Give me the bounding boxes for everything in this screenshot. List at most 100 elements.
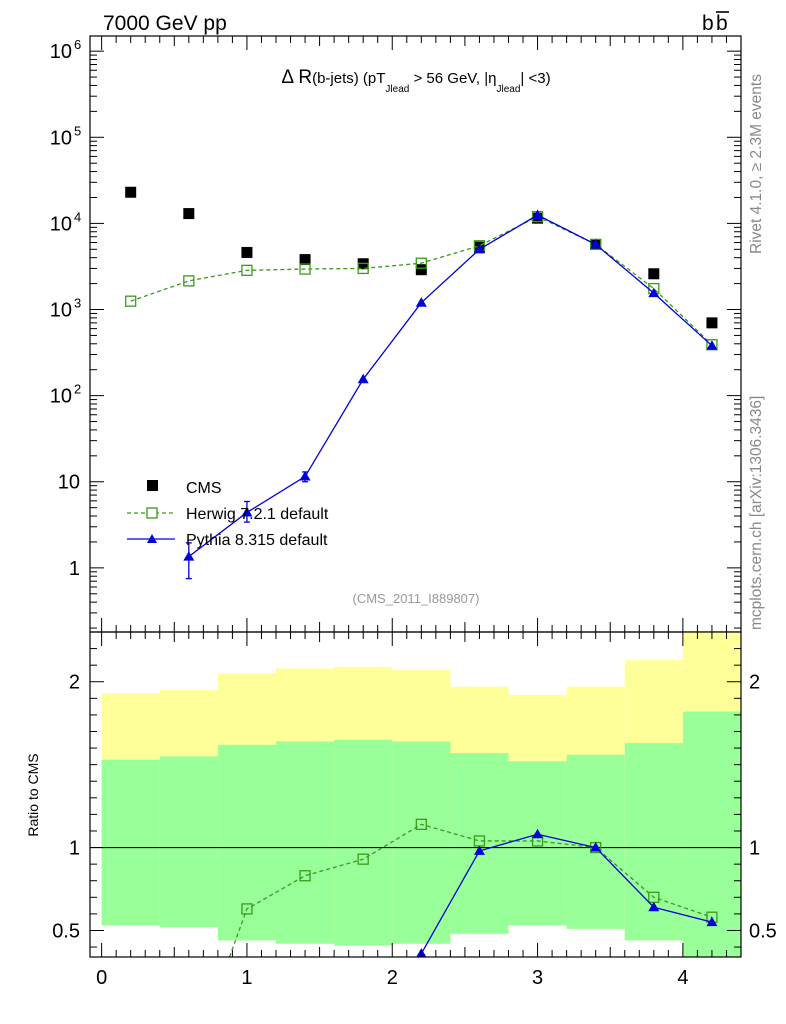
x-tick-label: 2 bbox=[387, 967, 398, 989]
cms-point bbox=[183, 208, 195, 220]
ratio-band-green bbox=[217, 744, 276, 941]
y-tick-label: 10 bbox=[50, 300, 72, 322]
legend-label-cms: CMS bbox=[186, 480, 222, 497]
pythia-point bbox=[241, 506, 253, 517]
analysis-id: (CMS_2011_I889807) bbox=[353, 591, 480, 606]
y-tick-label: 1 bbox=[69, 558, 80, 580]
mcplots-label: mcplots.cern.ch [arXiv:1306.3436] bbox=[748, 396, 765, 630]
herwig-point bbox=[415, 257, 427, 269]
title-sub-jlead-1: Jlead bbox=[385, 84, 409, 95]
herwig-ratio-point bbox=[241, 903, 253, 915]
pythia-ratio-point bbox=[532, 828, 544, 839]
ratio-band-green bbox=[276, 741, 335, 944]
ratio-y-tick-label-right: 0.5 bbox=[749, 920, 777, 942]
title-delta-r: Δ R bbox=[281, 67, 312, 88]
herwig-ratio-point bbox=[415, 818, 427, 830]
main-plot-content bbox=[125, 186, 718, 580]
cms-point bbox=[706, 317, 718, 329]
title-paren: (b-jets) (pT bbox=[312, 70, 385, 87]
ratio-y-tick-label-left: 2 bbox=[69, 672, 80, 694]
y-tick-label: 10 bbox=[50, 386, 72, 408]
rivet-label: Rivet 4.1.0, ≥ 2.3M events bbox=[748, 74, 765, 254]
herwig-point bbox=[125, 295, 137, 307]
ratio-band-green bbox=[682, 711, 741, 957]
x-tick-label: 4 bbox=[677, 967, 688, 989]
pythia-point bbox=[648, 287, 660, 298]
y-tick-label: 10 bbox=[58, 472, 80, 494]
cms-point bbox=[125, 186, 137, 198]
ratio-band-green bbox=[392, 741, 451, 944]
ratio-band-green bbox=[450, 753, 509, 934]
ratio-panel: 0.5 0.5 1 1 2 2 0 1 2 3 4 Ratio to CMS bbox=[25, 631, 777, 989]
pythia-point bbox=[706, 340, 718, 350]
herwig-point bbox=[183, 275, 195, 287]
title-end: | <3) bbox=[520, 70, 550, 87]
x-tick-label: 0 bbox=[96, 967, 107, 989]
pythia-ratio-line bbox=[420, 833, 713, 955]
process-label-b: b bbox=[702, 12, 714, 35]
collision-label: 7000 GeV pp bbox=[103, 12, 227, 35]
pythia-point bbox=[473, 243, 485, 254]
pythia-point bbox=[357, 373, 369, 384]
ratio-y-tick-label-left: 1 bbox=[69, 838, 80, 860]
pythia-point bbox=[532, 209, 544, 220]
pythia-line bbox=[188, 214, 713, 558]
ratio-axis-ticks bbox=[90, 632, 742, 957]
ratio-band-green bbox=[334, 739, 393, 946]
ratio-plot-content bbox=[90, 632, 741, 957]
pythia-ratio-point bbox=[590, 842, 602, 852]
y-tick-exponent: 5 bbox=[74, 123, 81, 138]
y-tick-label: 10 bbox=[50, 127, 72, 149]
ratio-frame bbox=[89, 631, 742, 958]
herwig-point bbox=[241, 264, 253, 276]
legend-entry-herwig: Herwig 7.2.1 default bbox=[127, 506, 329, 523]
legend-marker-pythia bbox=[147, 534, 157, 543]
pythia-point bbox=[183, 551, 195, 561]
pythia-ratio-point bbox=[473, 845, 485, 855]
herwig-ratio-point bbox=[357, 853, 369, 865]
legend-entry-pythia: Pythia 8.315 default bbox=[127, 532, 328, 549]
legend-entry-cms: CMS bbox=[147, 480, 222, 497]
cms-point bbox=[241, 246, 253, 258]
legend-marker-cms bbox=[147, 480, 158, 491]
herwig-point bbox=[706, 339, 718, 351]
legend: CMS Herwig 7.2.1 default Pythia 8.315 de… bbox=[127, 480, 329, 549]
ratio-band-green bbox=[101, 759, 160, 926]
y-tick-exponent: 6 bbox=[74, 37, 81, 52]
title-gt: > 56 GeV, |η bbox=[409, 70, 496, 87]
title-sub-jlead-2: Jlead bbox=[497, 84, 521, 95]
ratio-y-tick-label-left: 0.5 bbox=[52, 920, 80, 942]
herwig-point bbox=[357, 262, 369, 275]
process-label: b b bbox=[702, 11, 729, 35]
herwig-ratio-point bbox=[299, 870, 311, 882]
herwig-line bbox=[130, 215, 713, 346]
y-tick-exponent: 3 bbox=[74, 296, 81, 311]
pythia-ratio-point bbox=[648, 901, 660, 912]
herwig-ratio-line bbox=[228, 823, 713, 957]
cms-point bbox=[648, 268, 660, 280]
y-tick-label: 10 bbox=[50, 213, 72, 235]
legend-marker-herwig bbox=[146, 507, 158, 519]
y-tick-exponent: 2 bbox=[74, 382, 81, 397]
ratio-band-green bbox=[508, 761, 567, 926]
pythia-point bbox=[299, 471, 311, 481]
ratio-y-tick-labels: 0.5 0.5 1 1 2 2 bbox=[52, 672, 777, 943]
main-axis-ticks bbox=[90, 36, 742, 632]
ratio-ylabel: Ratio to CMS bbox=[25, 753, 41, 836]
process-label-bbar: b bbox=[716, 12, 728, 35]
x-tick-labels: 0 1 2 3 4 bbox=[96, 967, 688, 989]
legend-label-herwig: Herwig 7.2.1 default bbox=[186, 506, 329, 523]
ratio-band-green bbox=[159, 756, 218, 928]
ratio-y-tick-label-right: 1 bbox=[749, 838, 760, 860]
ratio-y-tick-label-right: 2 bbox=[749, 672, 760, 694]
y-tick-label: 10 bbox=[50, 41, 72, 63]
cms-point bbox=[415, 264, 427, 276]
x-tick-label: 1 bbox=[241, 967, 252, 989]
herwig-point bbox=[299, 263, 311, 275]
legend-label-pythia: Pythia 8.315 default bbox=[186, 532, 328, 549]
pythia-ratio-point bbox=[706, 916, 718, 927]
cms-point bbox=[299, 254, 311, 266]
